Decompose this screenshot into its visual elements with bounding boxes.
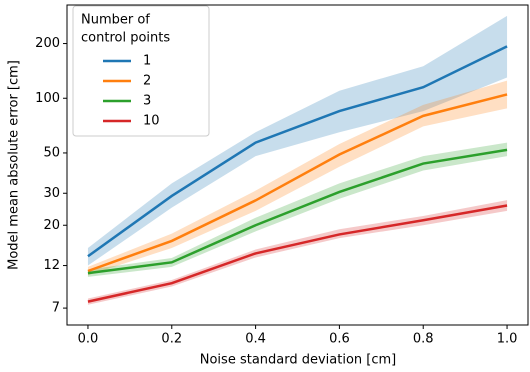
legend-box [72,5,210,137]
x-axis-label: Noise standard deviation [cm] [200,353,397,368]
x-tick-label: 0.6 [329,332,350,347]
x-tick-label: 0.4 [245,332,266,347]
line [87,148,508,275]
plot-frame [66,4,529,326]
y-tick-label: 7 [52,301,60,316]
line [87,45,508,258]
line [87,204,508,303]
error-band [87,200,508,305]
y-tick-label: 200 [35,36,60,51]
legend-label: 3 [143,94,151,109]
x-tick-label: 1.0 [497,332,518,347]
x-tick-label: 0.2 [161,332,182,347]
legend-title: control points [81,31,170,46]
y-tick-label: 20 [43,218,60,233]
error-band [87,15,508,266]
y-tick-label: 50 [43,145,60,160]
y-tick-label: 100 [35,91,60,106]
x-tick-label: 0.0 [78,332,99,347]
y-tick-label: 30 [43,186,60,201]
legend-label: 10 [143,114,160,129]
x-tick-label: 0.8 [413,332,434,347]
legend-title: Number of [81,13,150,28]
legend-label: 1 [143,54,151,69]
legend-label: 2 [143,74,151,89]
y-axis-label: Model mean absolute error [cm] [7,60,22,270]
y-tick-label: 12 [43,258,60,273]
line [87,93,508,273]
